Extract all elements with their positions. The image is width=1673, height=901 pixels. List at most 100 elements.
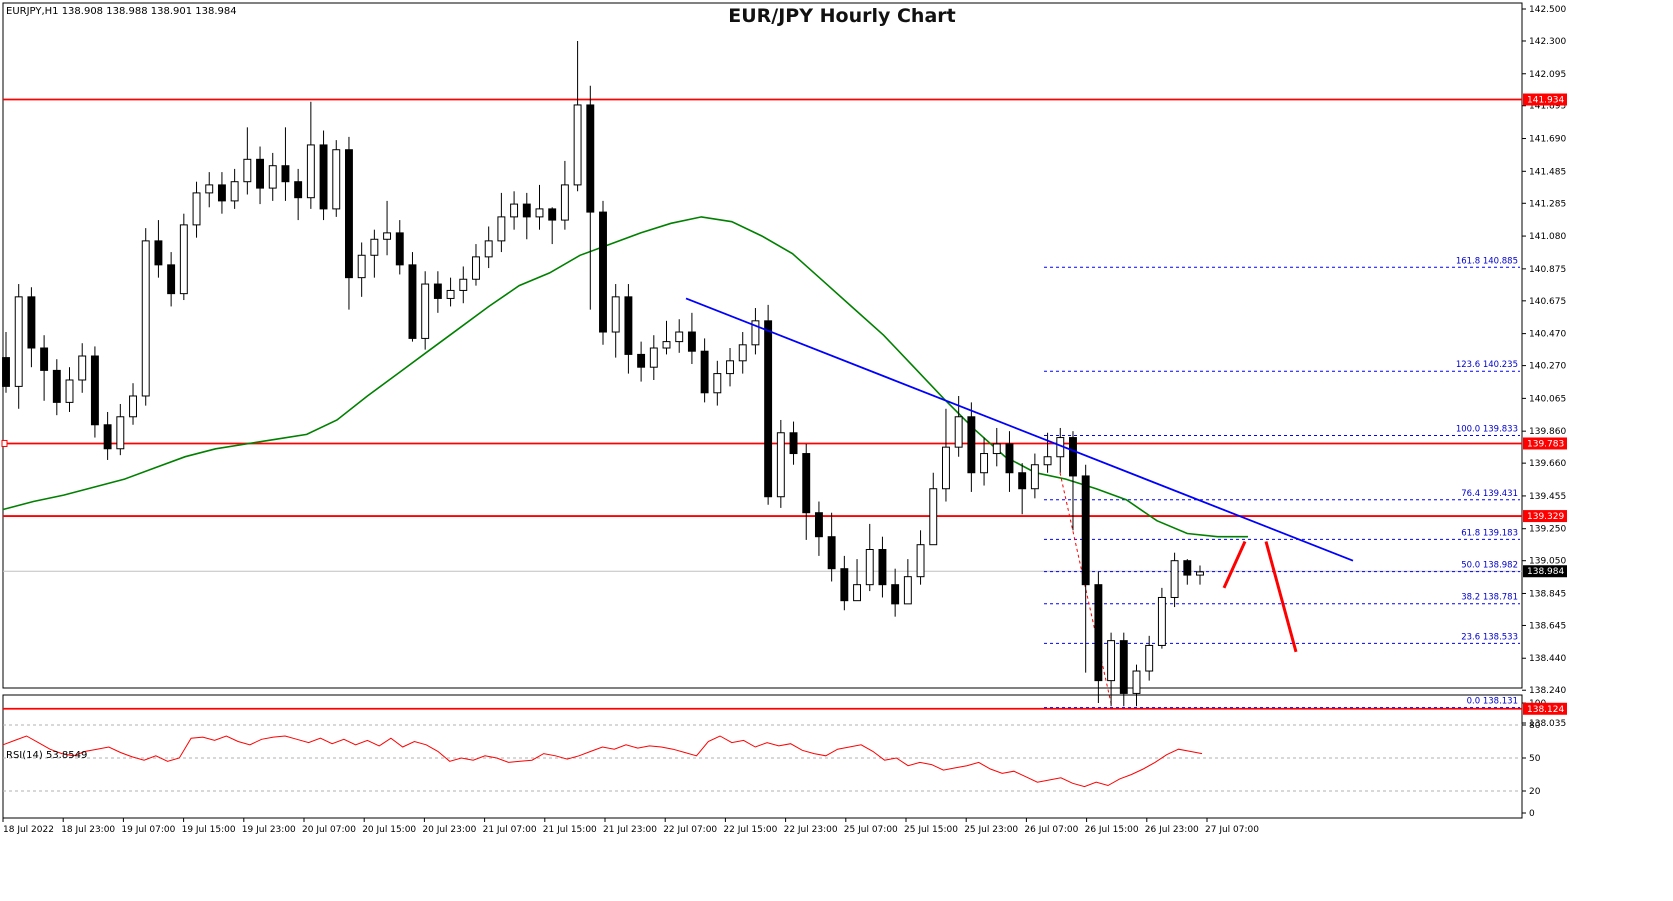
candle-body <box>116 416 125 450</box>
candle <box>916 530 925 585</box>
candle <box>853 559 861 602</box>
candle-body <box>40 347 49 371</box>
candle-body <box>586 104 595 213</box>
candle <box>1069 431 1077 531</box>
rsi-level-lines <box>3 724 1522 792</box>
candle <box>217 172 226 214</box>
candle <box>1196 565 1204 585</box>
candle <box>1056 427 1065 473</box>
time-tick-label: 27 Jul 07:00 <box>1205 825 1259 835</box>
candle-body <box>853 584 861 602</box>
candle <box>891 568 900 617</box>
candle <box>90 346 99 438</box>
price-tick-label: 138.645 <box>1529 621 1566 631</box>
candle-body <box>446 289 455 299</box>
candle-body <box>319 144 328 210</box>
candle <box>1145 635 1154 681</box>
candle-body <box>573 104 582 186</box>
moving-average <box>2 216 1248 538</box>
fib-label: 38.2 138.781 <box>1461 593 1518 603</box>
candle-body <box>522 203 531 218</box>
current-price-badge <box>1523 565 1567 578</box>
time-tick-label: 20 Jul 15:00 <box>362 825 416 835</box>
candle <box>586 85 595 310</box>
candle <box>980 437 989 486</box>
price-tick-label: 139.660 <box>1529 459 1566 469</box>
fib-label: 0.0 138.131 <box>1467 697 1518 707</box>
level-badge <box>1523 437 1567 450</box>
candle-body <box>268 165 277 189</box>
price-tick-label: 140.270 <box>1529 362 1566 372</box>
candle-body <box>345 149 353 279</box>
candle <box>662 320 671 355</box>
candle <box>472 244 480 286</box>
candle <box>497 192 506 253</box>
candle <box>840 555 849 611</box>
price-tick-label: 138.035 <box>1529 719 1566 729</box>
candle <box>713 360 722 406</box>
price-tick-label: 138.440 <box>1529 654 1566 664</box>
candle <box>1030 453 1039 499</box>
rsi-tick-label: 20 <box>1529 787 1541 797</box>
candle <box>357 242 366 297</box>
candle-body <box>141 240 150 397</box>
candle-body <box>802 453 811 514</box>
candle <box>789 421 798 465</box>
candle <box>624 284 633 374</box>
candle-body <box>90 355 99 426</box>
candle <box>929 472 938 546</box>
candle <box>611 284 620 358</box>
price-tick-label: 141.485 <box>1529 167 1566 177</box>
candle <box>319 130 328 221</box>
candle <box>675 319 684 353</box>
candle <box>827 512 836 582</box>
time-tick-label: 21 Jul 15:00 <box>543 825 597 835</box>
candle <box>306 101 315 209</box>
time-tick-label: 18 Jul 23:00 <box>61 825 115 835</box>
candle <box>78 343 87 393</box>
candle-body <box>992 443 1001 455</box>
candle <box>256 146 264 205</box>
candle <box>395 220 404 275</box>
horizontal-levels <box>1 98 1522 710</box>
level-badge-label: 138.124 <box>1527 705 1564 715</box>
fib-label: 161.8 140.885 <box>1456 256 1518 266</box>
price-tick-label: 140.875 <box>1529 265 1566 275</box>
candle <box>967 402 976 492</box>
candle-body <box>1069 437 1077 477</box>
candle <box>1157 587 1166 649</box>
rsi-label: RSI(14) 53.8549 <box>6 750 87 761</box>
candle <box>230 168 239 209</box>
candle-body <box>700 350 709 394</box>
moving-average-line <box>2 216 1248 538</box>
time-tick-label: 26 Jul 23:00 <box>1145 825 1199 835</box>
candle-body <box>1030 464 1039 490</box>
level-badge <box>1523 702 1567 715</box>
candle-body <box>332 149 341 210</box>
candle-body <box>814 512 823 538</box>
symbol-header: EURJPY,H1 138.908 138.988 138.901 138.98… <box>6 6 237 17</box>
time-tick-label: 26 Jul 07:00 <box>1024 825 1078 835</box>
candle <box>129 383 137 425</box>
price-tick-label: 142.500 <box>1529 5 1566 15</box>
candle-body <box>789 432 798 455</box>
candle <box>649 335 658 380</box>
time-tick-label: 21 Jul 23:00 <box>603 825 657 835</box>
candle-body <box>129 395 137 418</box>
candle <box>154 220 163 278</box>
fib-label: 23.6 138.533 <box>1461 632 1518 642</box>
candle <box>370 229 379 278</box>
candle-body <box>865 548 874 586</box>
time-axis: 18 Jul 2022 18 Jul 23:00 19 Jul 07:00 19 Ju… <box>2 818 1259 835</box>
fib-label: 50.0 138.982 <box>1461 561 1518 571</box>
candle <box>522 192 531 240</box>
candle-body <box>535 208 544 218</box>
time-tick-label: 20 Jul 07:00 <box>302 825 356 835</box>
candle <box>802 443 811 540</box>
fib-label: 61.8 139.183 <box>1461 528 1518 538</box>
price-tick-label: 139.455 <box>1529 492 1566 502</box>
candle <box>726 348 734 387</box>
level-badge <box>1523 510 1567 523</box>
candle-body <box>256 158 264 189</box>
candle-body <box>1132 670 1141 694</box>
